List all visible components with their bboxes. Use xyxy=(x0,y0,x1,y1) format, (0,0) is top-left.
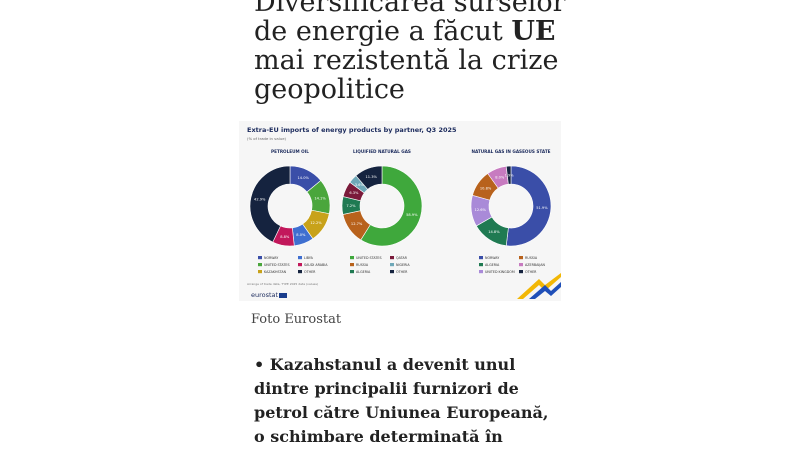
eurostat-logo: eurostat xyxy=(251,291,288,299)
slice-label: 7.2% xyxy=(346,204,356,208)
legend-swatch xyxy=(258,270,262,274)
slice-label: 3.6% xyxy=(355,183,365,187)
legend-label: OTHER xyxy=(396,270,408,274)
legend-swatch xyxy=(390,270,394,274)
bullet-paragraph: • Kazahstanul a devenit unul dintre prin… xyxy=(254,355,549,446)
slice-label: 12.6% xyxy=(475,208,487,212)
energy-imports-infographic: Extra-EU imports of energy products by p… xyxy=(239,121,561,301)
legend-label: SAUDI ARABIA xyxy=(304,263,328,267)
legend-label: ALGERIA xyxy=(356,270,371,274)
slice-label: 8.8% xyxy=(280,235,290,239)
infographic-title: Extra-EU imports of energy products by p… xyxy=(247,126,457,134)
slice-label: 8.0% xyxy=(296,233,306,237)
legend-swatch xyxy=(519,256,523,260)
legend-swatch xyxy=(258,256,262,260)
legend-label: QATAR xyxy=(396,256,408,260)
decor-arrow-yellow xyxy=(517,273,561,299)
slice-label: 58.9% xyxy=(406,213,418,217)
slice-label: 1.9% xyxy=(505,173,515,177)
article-title: Diversificarea surselor de energie a făc… xyxy=(254,0,574,104)
legend-label: AZERBAIJAN xyxy=(525,263,546,267)
infographic-subtitle: (% of trade in value) xyxy=(247,136,287,141)
legend-swatch xyxy=(350,270,354,274)
infographic-footnote: Arrange of trade data, TYPE 2025 data (v… xyxy=(247,282,319,286)
donut-slice xyxy=(505,165,512,185)
legend-swatch xyxy=(479,256,483,260)
title-part-1: Diversificarea surselor de energie a făc… xyxy=(254,0,566,47)
slice-label: 6.3% xyxy=(349,191,359,195)
slice-label: 11.3% xyxy=(366,175,378,179)
legend-swatch xyxy=(390,263,394,267)
legend-swatch xyxy=(519,263,523,267)
donut-slice xyxy=(360,165,423,247)
legend-swatch xyxy=(479,270,483,274)
slice-label: 12.7% xyxy=(351,222,363,226)
legend-label: NORWAY xyxy=(264,256,279,260)
legend-label: KAZAKHSTAN xyxy=(264,270,287,274)
legend-swatch xyxy=(350,256,354,260)
slice-label: 12.2% xyxy=(310,221,322,225)
legend-label: LIBYA xyxy=(304,256,314,260)
title-part-2: mai rezistentă la crize geopolitice xyxy=(254,45,559,105)
legend-label: ALGERIA xyxy=(485,263,500,267)
legend-label: UNITED STATES xyxy=(356,256,382,260)
donut-slice xyxy=(505,165,552,247)
legend-swatch xyxy=(298,270,302,274)
chart-title: LIQUIFIED NATURAL GAS xyxy=(353,149,411,154)
legend-swatch xyxy=(298,256,302,260)
donut-charts: PETROLEUM OIL 14.0% 14.1% 12.2% 8.0% 8.8% 42.9… xyxy=(249,149,561,299)
slice-label: 14.0% xyxy=(297,176,309,180)
legend-label: UNITED KINGDOM xyxy=(485,270,515,274)
legend-label: UNITED STATES xyxy=(264,263,290,267)
title-strong: UE xyxy=(511,16,556,47)
legend-swatch xyxy=(479,263,483,267)
legend-label: RUSSIA xyxy=(525,256,538,260)
legend-label: NORWAY xyxy=(485,256,500,260)
legend-label: RUSSIA xyxy=(356,263,369,267)
slice-label: 51.9% xyxy=(536,206,548,210)
donut-slice xyxy=(355,165,383,190)
eu-flag-icon xyxy=(279,292,288,298)
photo-caption: Foto Eurostat xyxy=(251,312,342,327)
donut-slice xyxy=(249,165,291,243)
legend-label: OTHER xyxy=(304,270,316,274)
legend-swatch xyxy=(519,270,523,274)
legend-swatch xyxy=(350,263,354,267)
legend-label: OTHER xyxy=(525,270,537,274)
slice-label: 8.0% xyxy=(495,175,505,179)
slice-label: 10.8% xyxy=(480,186,492,190)
legend-swatch xyxy=(298,263,302,267)
slice-label: 42.9% xyxy=(254,197,266,201)
decor-arrow-blue xyxy=(529,282,561,299)
legend-swatch xyxy=(390,256,394,260)
legend-label: NIGERIA xyxy=(396,263,410,267)
slice-label: 14.1% xyxy=(314,197,326,201)
chart-title: PETROLEUM OIL xyxy=(271,149,309,154)
legend-swatch xyxy=(258,263,262,267)
chart-title: NATURAL GAS IN GASEOUS STATE xyxy=(471,149,550,154)
slice-label: 14.8% xyxy=(488,230,500,234)
